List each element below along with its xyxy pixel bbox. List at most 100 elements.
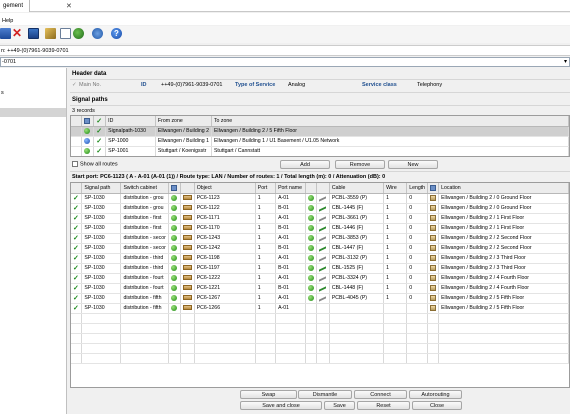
column-header-port[interactable]: Port (255, 183, 277, 194)
nav-item[interactable]: s (0, 89, 66, 98)
save-icon[interactable] (0, 28, 11, 39)
app-tab[interactable]: gement (0, 0, 31, 12)
table-row[interactable]: ✓ SP-1030 distribution - fourt PC6-1222 1 A-0… (71, 273, 569, 284)
column-header-switch-cabinet[interactable]: Switch cabinet (120, 183, 169, 194)
table-row[interactable]: ✓ SP-1030 distribution - first PC6-1171 1 A-0… (71, 213, 569, 224)
link-status-cell (305, 233, 317, 244)
check-icon: ✓ (96, 117, 103, 125)
column-header[interactable] (305, 183, 317, 194)
column-header[interactable] (71, 183, 83, 194)
table-row[interactable]: ✓ SP-1030 distribution - secor PC6-1242 1 B-0… (71, 243, 569, 254)
object-select[interactable]: -0701 ▾ (0, 57, 570, 67)
show-all-routes[interactable]: Show all routes (72, 161, 118, 167)
link-status-cell (305, 253, 317, 264)
column-header-wire[interactable]: Wire (383, 183, 408, 194)
dismantle-button[interactable]: Dismantle (298, 390, 352, 399)
table-row[interactable]: ✓ SP-1030 distribution - fifth PC6-1267 1 A-0… (71, 293, 569, 304)
table-row[interactable]: ✓ SP-1000 Ellwangen / Building 1 Ellwangen … (71, 136, 569, 147)
check-cell: ✓ (71, 293, 83, 304)
table-row[interactable]: ✓ SP-1030 distribution - secor PC6-1243 1 A-0… (71, 233, 569, 244)
group-icon[interactable] (73, 28, 84, 39)
window-icon[interactable] (28, 28, 39, 39)
reset-button[interactable]: Reset (357, 401, 410, 410)
cable-cell: CBL-1448 (F) (329, 283, 385, 294)
empty-cell (383, 333, 408, 344)
length-cell (406, 303, 429, 314)
column-header-signal-path[interactable]: Signal path (81, 183, 122, 194)
service-class-value: Telephony (417, 82, 443, 88)
column-header-id[interactable]: ID (105, 116, 156, 127)
show-all-checkbox[interactable] (72, 161, 78, 167)
port-name-cell: A-01 (275, 303, 306, 314)
route-info: Start port: PC6-1123 ( A - A-01 (A-01 (1… (72, 174, 386, 180)
column-header[interactable] (316, 183, 330, 194)
delete-icon[interactable]: ✕ (12, 26, 23, 40)
check-cell: ✓ (71, 203, 83, 214)
empty-cell (71, 323, 83, 334)
table-row[interactable]: ✓ Signalpath-1030 Ellwangen / Building 2 El… (71, 126, 569, 137)
column-header-port-name[interactable]: Port name (275, 183, 306, 194)
table-row[interactable]: ✓ SP-1030 distribution - grou PC6-1122 1 B-01… (71, 203, 569, 214)
port-cell: 1 (255, 243, 277, 254)
wire-cell: 1 (383, 223, 408, 234)
add-button[interactable]: Add (280, 160, 330, 169)
column-header[interactable] (81, 116, 95, 127)
column-header-length[interactable]: Length (406, 183, 429, 194)
column-header-from-zone[interactable]: From zone (155, 116, 212, 127)
to-zone-cell: Ellwangen / Building 2 / 5 Fifth Floor (211, 126, 569, 137)
column-header[interactable] (180, 183, 195, 194)
table-row[interactable]: ✓ SP-1030 distribution - fifth PC6-1266 1 A-0… (71, 303, 569, 314)
autorouting-button[interactable]: Autorouting (409, 390, 462, 399)
menu-help[interactable]: Help (2, 18, 14, 24)
empty-cell (71, 353, 83, 364)
column-header-location[interactable]: Location (438, 183, 569, 194)
table-row[interactable]: ✓ SP-1001 Stuttgart / Koenigsstr Stuttgart … (71, 146, 569, 156)
refresh-icon[interactable] (92, 28, 103, 39)
table-row[interactable]: ✓ SP-1030 distribution - fourt PC6-1221 1 B-0… (71, 283, 569, 294)
help-icon[interactable]: ? (111, 28, 122, 39)
table-row[interactable]: ✓ SP-1030 distribution - grou PC6-1123 1 A-01… (71, 193, 569, 204)
column-header-cable[interactable]: Cable (329, 183, 385, 194)
app-tab-label: gement (3, 3, 24, 9)
column-header[interactable]: ✓ (93, 116, 107, 127)
cable-type-cell (316, 233, 330, 244)
remove-button[interactable]: Remove (335, 160, 385, 169)
signal-path-cell: SP-1030 (81, 223, 122, 234)
port-cell: 1 (255, 263, 277, 274)
cable-icon (318, 193, 326, 202)
save-and-close-button[interactable]: Save and close (240, 401, 322, 410)
close-icon[interactable]: ✕ (66, 3, 72, 10)
cable-type-cell (316, 243, 330, 254)
length-cell: 0 (406, 243, 429, 254)
empty-cell (329, 333, 385, 344)
column-header[interactable] (168, 183, 181, 194)
column-header[interactable] (427, 183, 440, 194)
length-cell: 0 (406, 263, 429, 274)
wire-cell: 1 (383, 203, 408, 214)
close-button[interactable]: Close (412, 401, 462, 410)
main-no-label: Main No. (79, 82, 102, 88)
empty-cell (255, 353, 277, 364)
new-button[interactable]: New (388, 160, 438, 169)
switch-cabinet-cell: distribution - secor (120, 233, 169, 244)
patch-panel-icon (182, 205, 192, 211)
empty-row (71, 313, 569, 324)
brush-icon[interactable] (45, 28, 56, 39)
table-row[interactable]: ✓ SP-1030 distribution - first PC6-1170 1 B-0… (71, 223, 569, 234)
document-icon[interactable] (60, 28, 71, 39)
save-button[interactable]: Save (324, 401, 355, 410)
empty-cell (180, 313, 195, 324)
wire-cell: 1 (383, 253, 408, 264)
table-row[interactable]: ✓ SP-1030 distribution - third PC6-1197 1 B-0… (71, 263, 569, 274)
port-cell: 1 (255, 293, 277, 304)
column-header[interactable] (71, 116, 83, 127)
nav-item-selected[interactable] (0, 108, 66, 117)
cable-cell (329, 303, 385, 314)
column-header-object[interactable]: Object (194, 183, 256, 194)
table-row[interactable]: ✓ SP-1030 distribution - third PC6-1198 1 A-0… (71, 253, 569, 264)
swap-button[interactable]: Swap (240, 390, 297, 399)
connect-button[interactable]: Connect (354, 390, 407, 399)
chevron-down-icon[interactable]: ▾ (563, 59, 567, 65)
column-header-to-zone[interactable]: To zone (211, 116, 569, 127)
empty-cell (406, 333, 429, 344)
